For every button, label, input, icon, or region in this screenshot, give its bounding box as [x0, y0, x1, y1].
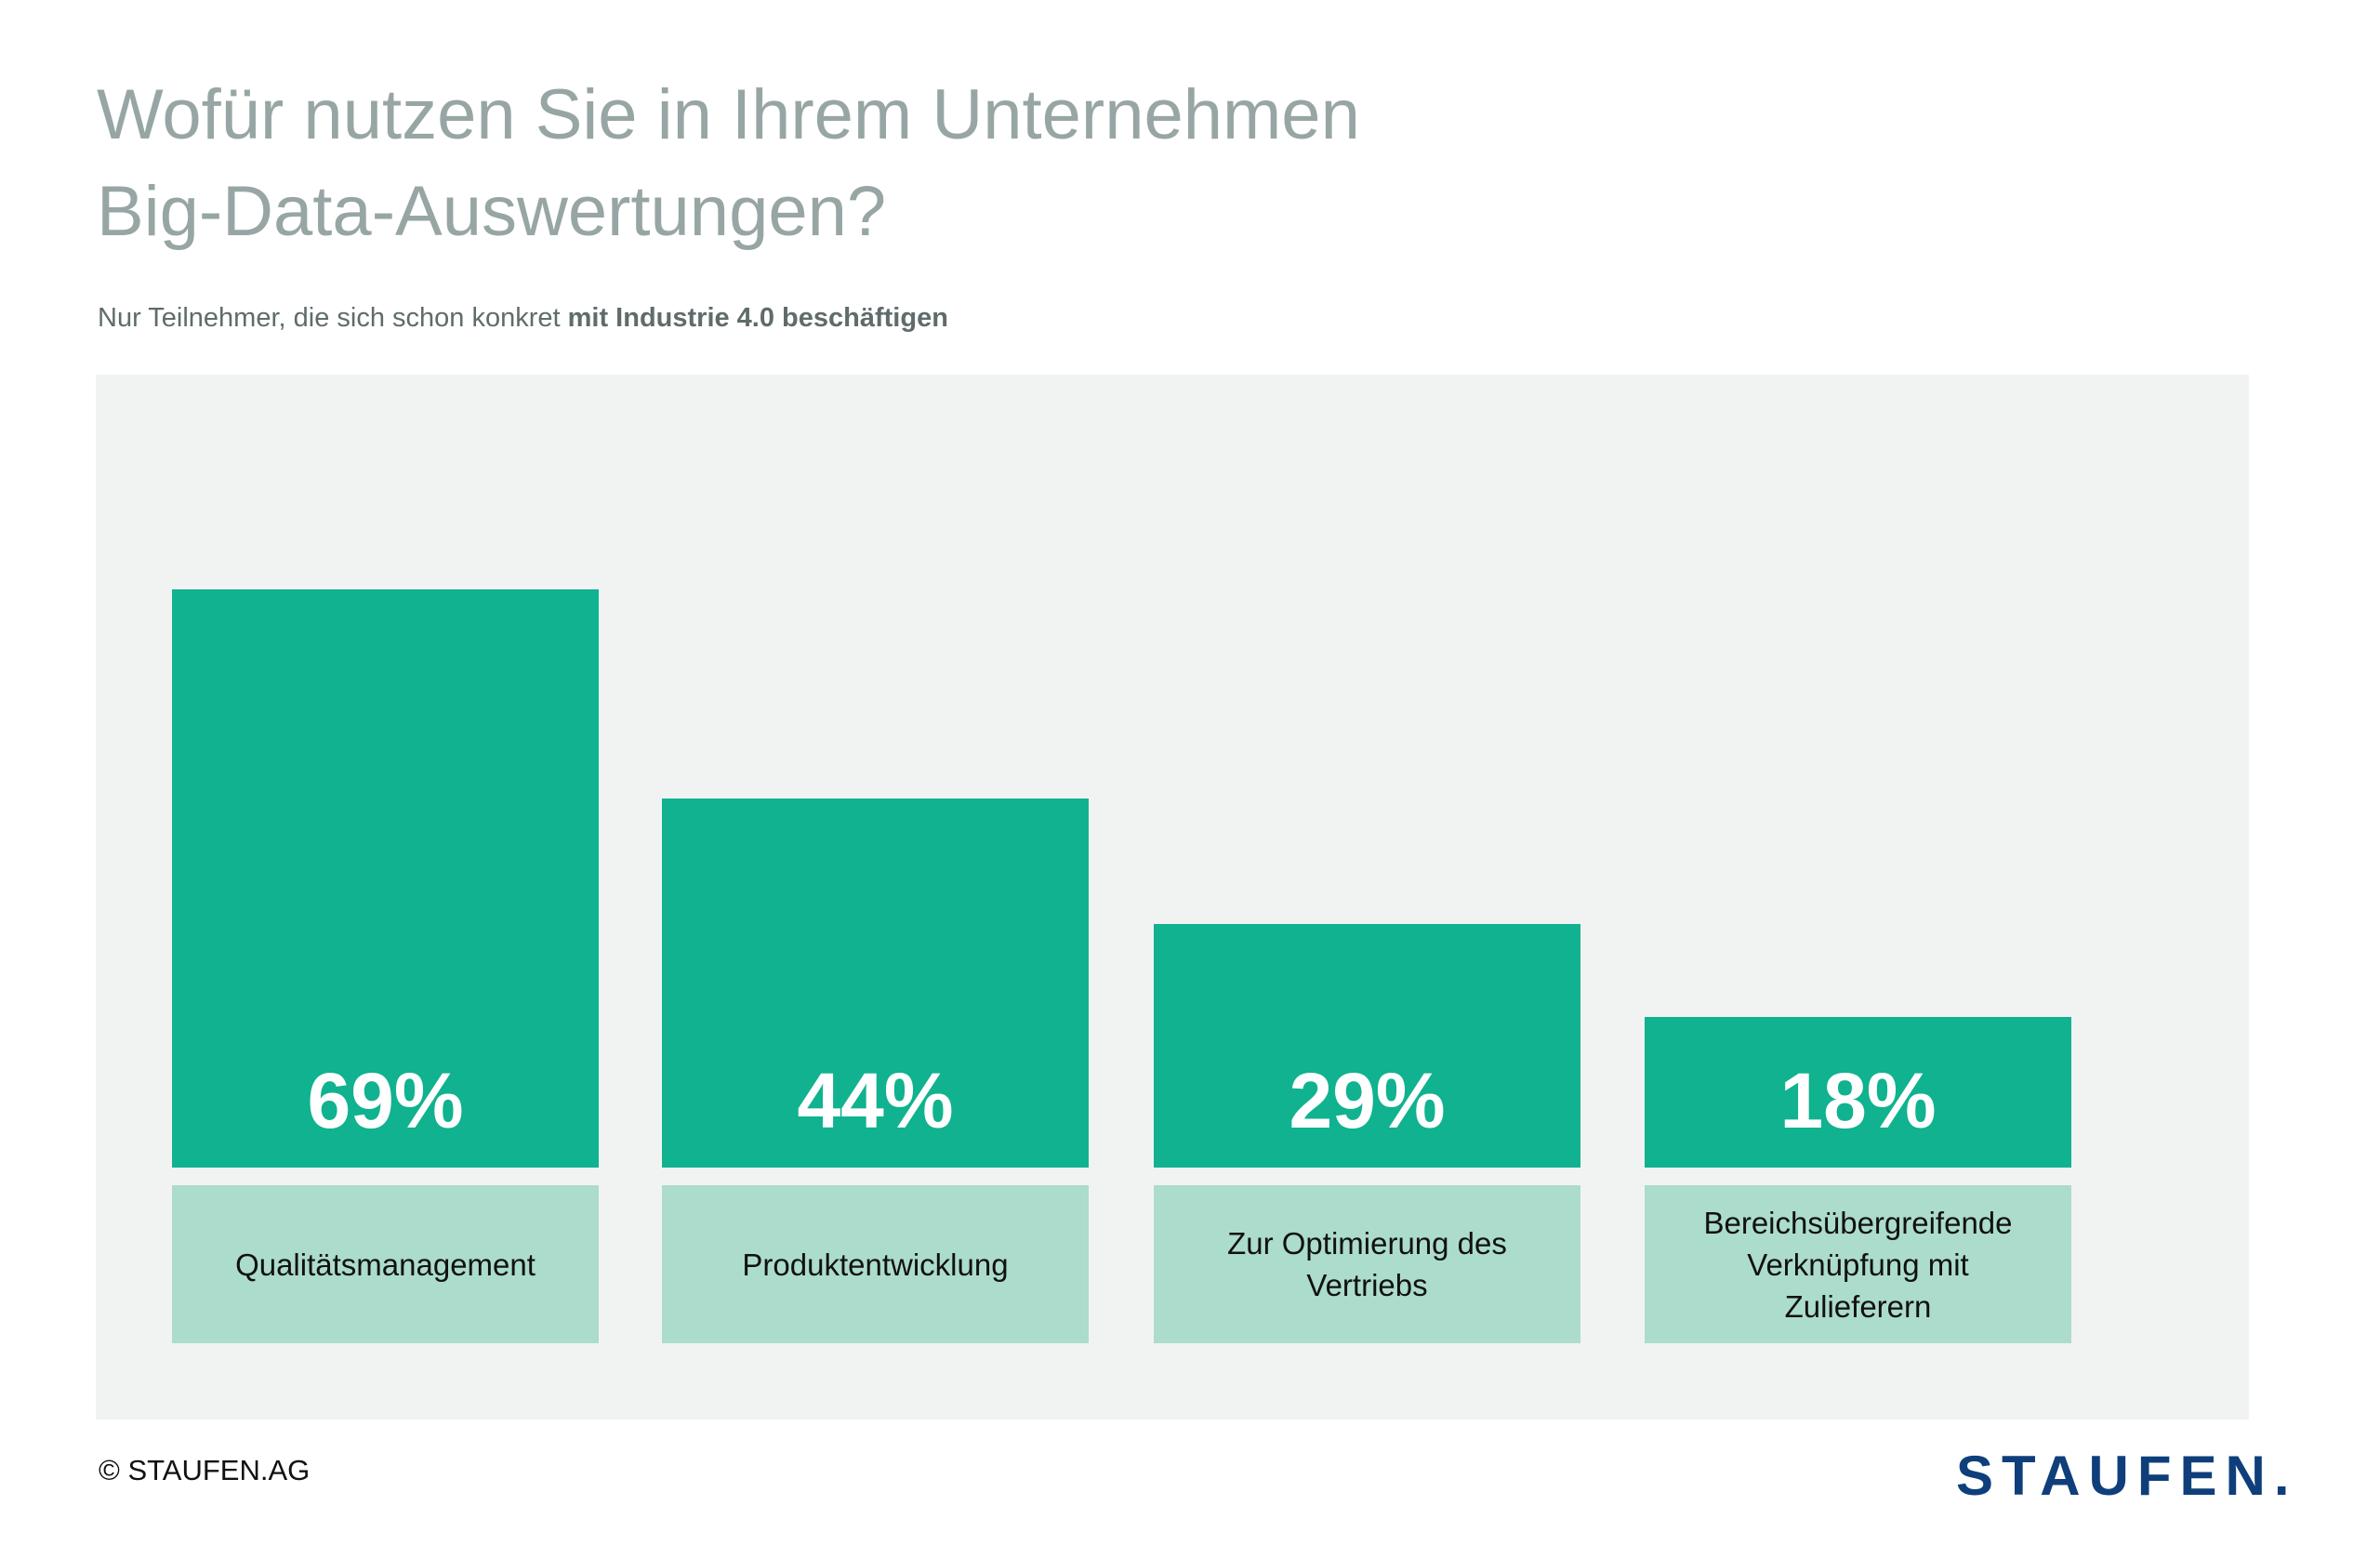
subtitle-bold: mit Industrie 4.0 beschäftigen — [567, 303, 948, 333]
data-label: 29% — [1289, 1057, 1446, 1144]
data-label: 69% — [307, 1057, 464, 1144]
subtitle-normal: Nur Teilnehmer, die sich schon konkret — [98, 303, 568, 333]
chart-title: Wofür nutzen Sie in Ihrem Unternehmen Bi… — [97, 67, 1360, 260]
data-label: 44% — [797, 1057, 954, 1144]
data-label: 18% — [1779, 1057, 1937, 1144]
bar — [1645, 1016, 2071, 1168]
chart-subtitle: Nur Teilnehmer, die sich schon konkret m… — [98, 303, 948, 334]
category-label: Qualitätsmanagement — [172, 1185, 599, 1343]
category-label: Produktentwicklung — [662, 1185, 1089, 1343]
category-label: Bereichsübergreifende Verknüpfung mit Zu… — [1645, 1185, 2071, 1343]
staufen-logo: STAUFEN. — [1956, 1445, 2298, 1507]
bar — [1154, 924, 1580, 1168]
bar — [662, 799, 1089, 1168]
bar — [172, 588, 599, 1168]
category-label: Zur Optimierung des Vertriebs — [1154, 1185, 1580, 1343]
title-line-2: Big-Data-Auswertungen? — [97, 172, 887, 251]
copyright: © STAUFEN.AG — [99, 1454, 311, 1486]
title-line-1: Wofür nutzen Sie in Ihrem Unternehmen — [97, 75, 1360, 154]
